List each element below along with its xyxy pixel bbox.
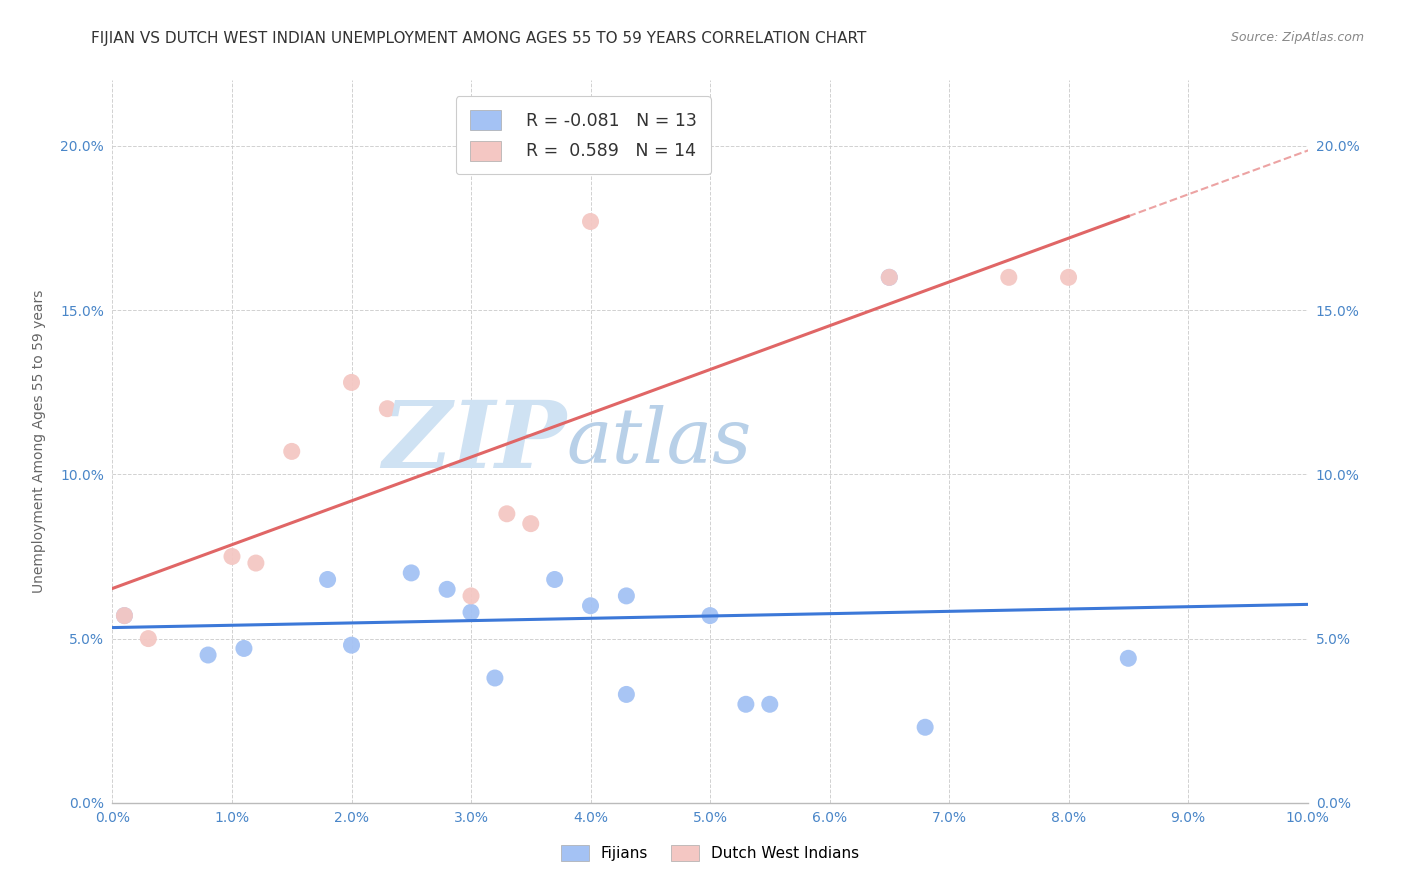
Point: [879, 270, 901, 285]
Point: [520, 516, 543, 531]
Point: [340, 638, 363, 652]
Point: [377, 401, 399, 416]
Point: [879, 270, 901, 285]
Point: [616, 687, 638, 701]
Point: [496, 507, 519, 521]
Point: [735, 698, 758, 712]
Point: [436, 582, 458, 597]
Point: [1118, 651, 1140, 665]
Point: [759, 698, 782, 712]
Point: [579, 214, 602, 228]
Point: [114, 608, 135, 623]
Point: [233, 641, 256, 656]
Point: [1057, 270, 1080, 285]
Point: [281, 444, 304, 458]
Point: [245, 556, 267, 570]
Point: [460, 605, 482, 619]
Text: atlas: atlas: [567, 405, 752, 478]
Point: [114, 608, 135, 623]
Point: [914, 720, 936, 734]
Legend: Fijians, Dutch West Indians: Fijians, Dutch West Indians: [555, 838, 865, 867]
Point: [316, 573, 339, 587]
Point: [221, 549, 243, 564]
Text: ZIP: ZIP: [382, 397, 567, 486]
Point: [197, 648, 219, 662]
Point: [998, 270, 1021, 285]
Text: Source: ZipAtlas.com: Source: ZipAtlas.com: [1230, 31, 1364, 45]
Point: [699, 608, 721, 623]
Point: [543, 573, 565, 587]
Point: [460, 589, 482, 603]
Point: [138, 632, 160, 646]
Point: [484, 671, 506, 685]
Text: FIJIAN VS DUTCH WEST INDIAN UNEMPLOYMENT AMONG AGES 55 TO 59 YEARS CORRELATION C: FIJIAN VS DUTCH WEST INDIAN UNEMPLOYMENT…: [91, 31, 866, 46]
Y-axis label: Unemployment Among Ages 55 to 59 years: Unemployment Among Ages 55 to 59 years: [32, 290, 46, 593]
Point: [401, 566, 423, 580]
Point: [340, 376, 363, 390]
Point: [579, 599, 602, 613]
Point: [616, 589, 638, 603]
